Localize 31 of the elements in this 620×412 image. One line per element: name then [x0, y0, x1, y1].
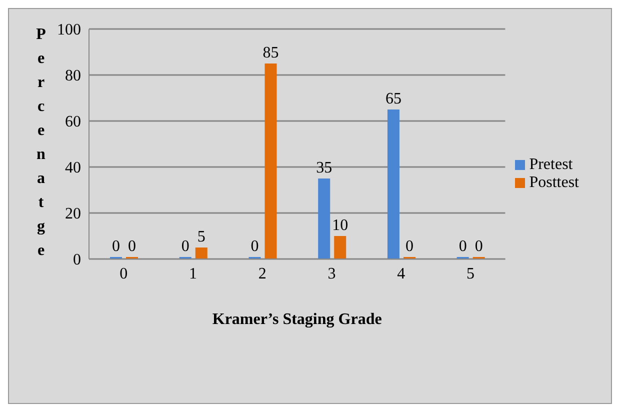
- x-tick-label: 3: [328, 265, 336, 282]
- y-tick-label: 60: [65, 114, 81, 131]
- x-tick-label: 4: [397, 265, 406, 282]
- data-label: 0: [112, 238, 120, 255]
- y-tick-label: 40: [65, 160, 81, 177]
- y-tick-label: 80: [65, 68, 81, 85]
- data-label: 0: [128, 238, 136, 255]
- data-label: 0: [474, 238, 483, 255]
- data-label: 65: [385, 90, 402, 108]
- legend-label: Posttest: [529, 174, 579, 191]
- data-label: 0: [405, 238, 414, 255]
- y-tick-label: 100: [57, 22, 81, 39]
- data-label: 35: [316, 160, 332, 176]
- x-tick-label: 1: [189, 265, 198, 282]
- y-tick-label: 0: [73, 252, 81, 269]
- data-label: 5: [197, 228, 206, 246]
- data-label: 0: [250, 238, 259, 255]
- data-label: 10: [332, 217, 348, 234]
- data-label: 0: [181, 238, 190, 255]
- bar: [318, 178, 330, 259]
- bar: [387, 110, 400, 259]
- data-label: 0: [458, 238, 467, 255]
- legend-label: Pretest: [529, 156, 573, 173]
- y-tick-label: 20: [65, 206, 81, 223]
- x-tick-label: 2: [258, 265, 266, 282]
- text: Percenatge: [36, 26, 46, 259]
- bar: [264, 64, 277, 259]
- x-tick-label: 5: [466, 265, 475, 282]
- x-axis-title: Kramer’s Staging Grade: [212, 311, 382, 328]
- x-tick-label: 0: [120, 265, 128, 282]
- data-label: 85: [262, 44, 279, 62]
